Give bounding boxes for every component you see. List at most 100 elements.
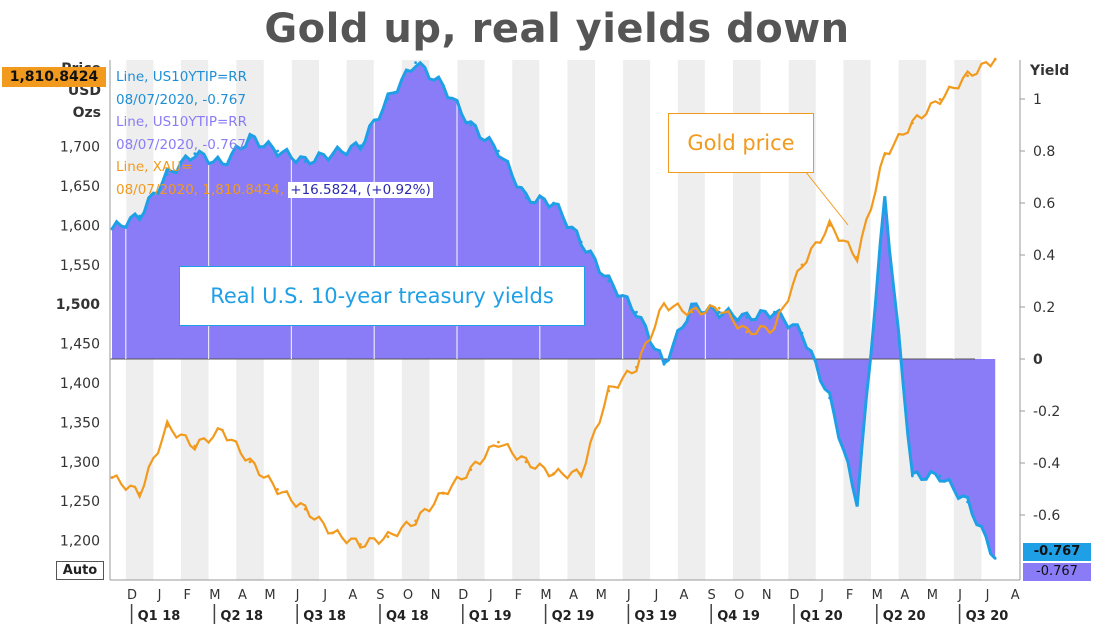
gold-point bbox=[497, 440, 500, 444]
month-tick-label: J bbox=[322, 588, 327, 603]
yield-point bbox=[193, 152, 197, 156]
left-tick-label: 1,250 bbox=[60, 494, 100, 510]
yield-point bbox=[938, 474, 942, 478]
quarter-tick-label: Q3 20 bbox=[966, 609, 1009, 624]
yield-point bbox=[165, 173, 169, 176]
left-axis-header: Ozs bbox=[73, 105, 101, 121]
last-yield-badge: -0.767 bbox=[1023, 543, 1091, 561]
month-tick-label: A bbox=[680, 588, 689, 603]
gold-point bbox=[524, 460, 528, 464]
gold-point bbox=[662, 302, 666, 306]
yield-point bbox=[773, 310, 776, 314]
legend-line2-value: 08/07/2020, -0.767 bbox=[116, 136, 246, 153]
month-tick-label: N bbox=[431, 588, 441, 603]
left-tick-label: 1,500 bbox=[56, 297, 101, 313]
gold-point bbox=[745, 330, 749, 334]
yield-point bbox=[386, 97, 390, 101]
gold-point bbox=[773, 326, 776, 330]
auto-scale-button[interactable]: Auto bbox=[56, 561, 104, 580]
yield-point bbox=[414, 61, 417, 64]
gold-point bbox=[441, 491, 445, 495]
gold-point bbox=[717, 306, 721, 310]
left-tick-label: 1,450 bbox=[60, 337, 100, 353]
gold-point bbox=[552, 472, 555, 476]
yield-point bbox=[469, 123, 473, 127]
left-tick-label: 1,300 bbox=[60, 455, 100, 471]
yield-point bbox=[303, 160, 307, 163]
left-tick-label: 1,200 bbox=[60, 534, 100, 550]
gold-point bbox=[855, 255, 859, 259]
yield-point bbox=[662, 362, 666, 366]
right-tick-label: 0.2 bbox=[1033, 300, 1055, 316]
month-tick-label: A bbox=[569, 588, 578, 603]
month-tick-label: J bbox=[157, 588, 162, 603]
month-tick-label: A bbox=[348, 588, 357, 603]
month-tick-label: D bbox=[458, 588, 468, 603]
gold-point bbox=[635, 365, 638, 369]
right-tick-label: 0.8 bbox=[1033, 144, 1055, 160]
gold-point bbox=[276, 487, 279, 491]
month-tick-label: J bbox=[957, 588, 962, 603]
gold-point bbox=[938, 97, 942, 101]
yield-point bbox=[552, 201, 555, 205]
month-tick-label: J bbox=[985, 588, 990, 603]
gold-point bbox=[165, 424, 169, 428]
yield-point bbox=[635, 310, 638, 314]
left-tick-label: 1,700 bbox=[60, 140, 100, 156]
yield-point bbox=[441, 84, 445, 88]
yield-point bbox=[579, 240, 583, 244]
yield-point bbox=[359, 144, 362, 148]
month-tick-label: S bbox=[707, 588, 715, 603]
yield-point bbox=[800, 331, 804, 335]
yield-point bbox=[993, 557, 997, 560]
quarter-tick-label: Q2 18 bbox=[220, 609, 263, 624]
left-tick-label: 1,600 bbox=[60, 218, 100, 234]
series-lines bbox=[110, 57, 997, 560]
left-tick-label: 1,650 bbox=[60, 179, 100, 195]
yield-point bbox=[607, 279, 611, 283]
legend-line2-name: Line, US10YTIP=RR bbox=[116, 114, 248, 130]
gold-point bbox=[138, 491, 142, 495]
yield-point bbox=[138, 214, 142, 218]
axes: 1,200 1,250 1,300 1,350 1,400 1,450 1,500 1,550… bbox=[56, 60, 1069, 624]
month-tick-label: J bbox=[488, 588, 493, 603]
quarter-tick-label: Q1 19 bbox=[469, 609, 512, 624]
gold-point bbox=[828, 224, 831, 227]
month-tick-label: J bbox=[819, 588, 824, 603]
left-tick-label: 1,550 bbox=[60, 258, 100, 274]
yield-point bbox=[828, 396, 831, 400]
gold-annotation-connector bbox=[804, 170, 849, 226]
gold-point bbox=[579, 472, 583, 476]
month-tick-label: J bbox=[653, 588, 658, 603]
gold-point bbox=[414, 519, 417, 523]
quarter-tick-label: Q4 18 bbox=[386, 609, 429, 624]
month-tick-label: A bbox=[1011, 588, 1020, 603]
gold-point bbox=[690, 310, 693, 314]
gold-point bbox=[911, 121, 914, 125]
gold-point bbox=[110, 476, 114, 479]
quarter-tick-label: Q4 19 bbox=[717, 609, 760, 624]
month-tick-label: F bbox=[846, 588, 853, 603]
yield-point bbox=[690, 305, 693, 309]
gold-point bbox=[883, 153, 887, 156]
yield-point bbox=[110, 227, 114, 231]
month-tick-label: O bbox=[734, 588, 744, 603]
legend-line3-change: +16.5824, (+0.92%) bbox=[288, 181, 433, 198]
month-tick-label: A bbox=[238, 588, 247, 603]
month-tick-label: F bbox=[183, 588, 190, 603]
gold-price-annotation: Gold price bbox=[668, 113, 814, 173]
gold-point bbox=[607, 389, 611, 393]
right-tick-label: 0.6 bbox=[1033, 196, 1055, 212]
legend: Line, US10YTIP=RR 08/07/2020, -0.767 Lin… bbox=[116, 66, 433, 201]
month-tick-label: J bbox=[626, 588, 631, 603]
quarter-tick-label: Q2 20 bbox=[883, 609, 926, 624]
quarter-tick-label: Q1 20 bbox=[800, 609, 843, 624]
gold-point bbox=[386, 535, 390, 539]
yield-point bbox=[911, 474, 914, 478]
gold-point bbox=[359, 543, 362, 546]
month-band bbox=[898, 60, 927, 580]
gold-point bbox=[469, 468, 473, 472]
right-tick-label: -0.2 bbox=[1033, 404, 1060, 420]
left-tick-label: 1,400 bbox=[60, 376, 100, 392]
gold-point bbox=[966, 74, 969, 78]
